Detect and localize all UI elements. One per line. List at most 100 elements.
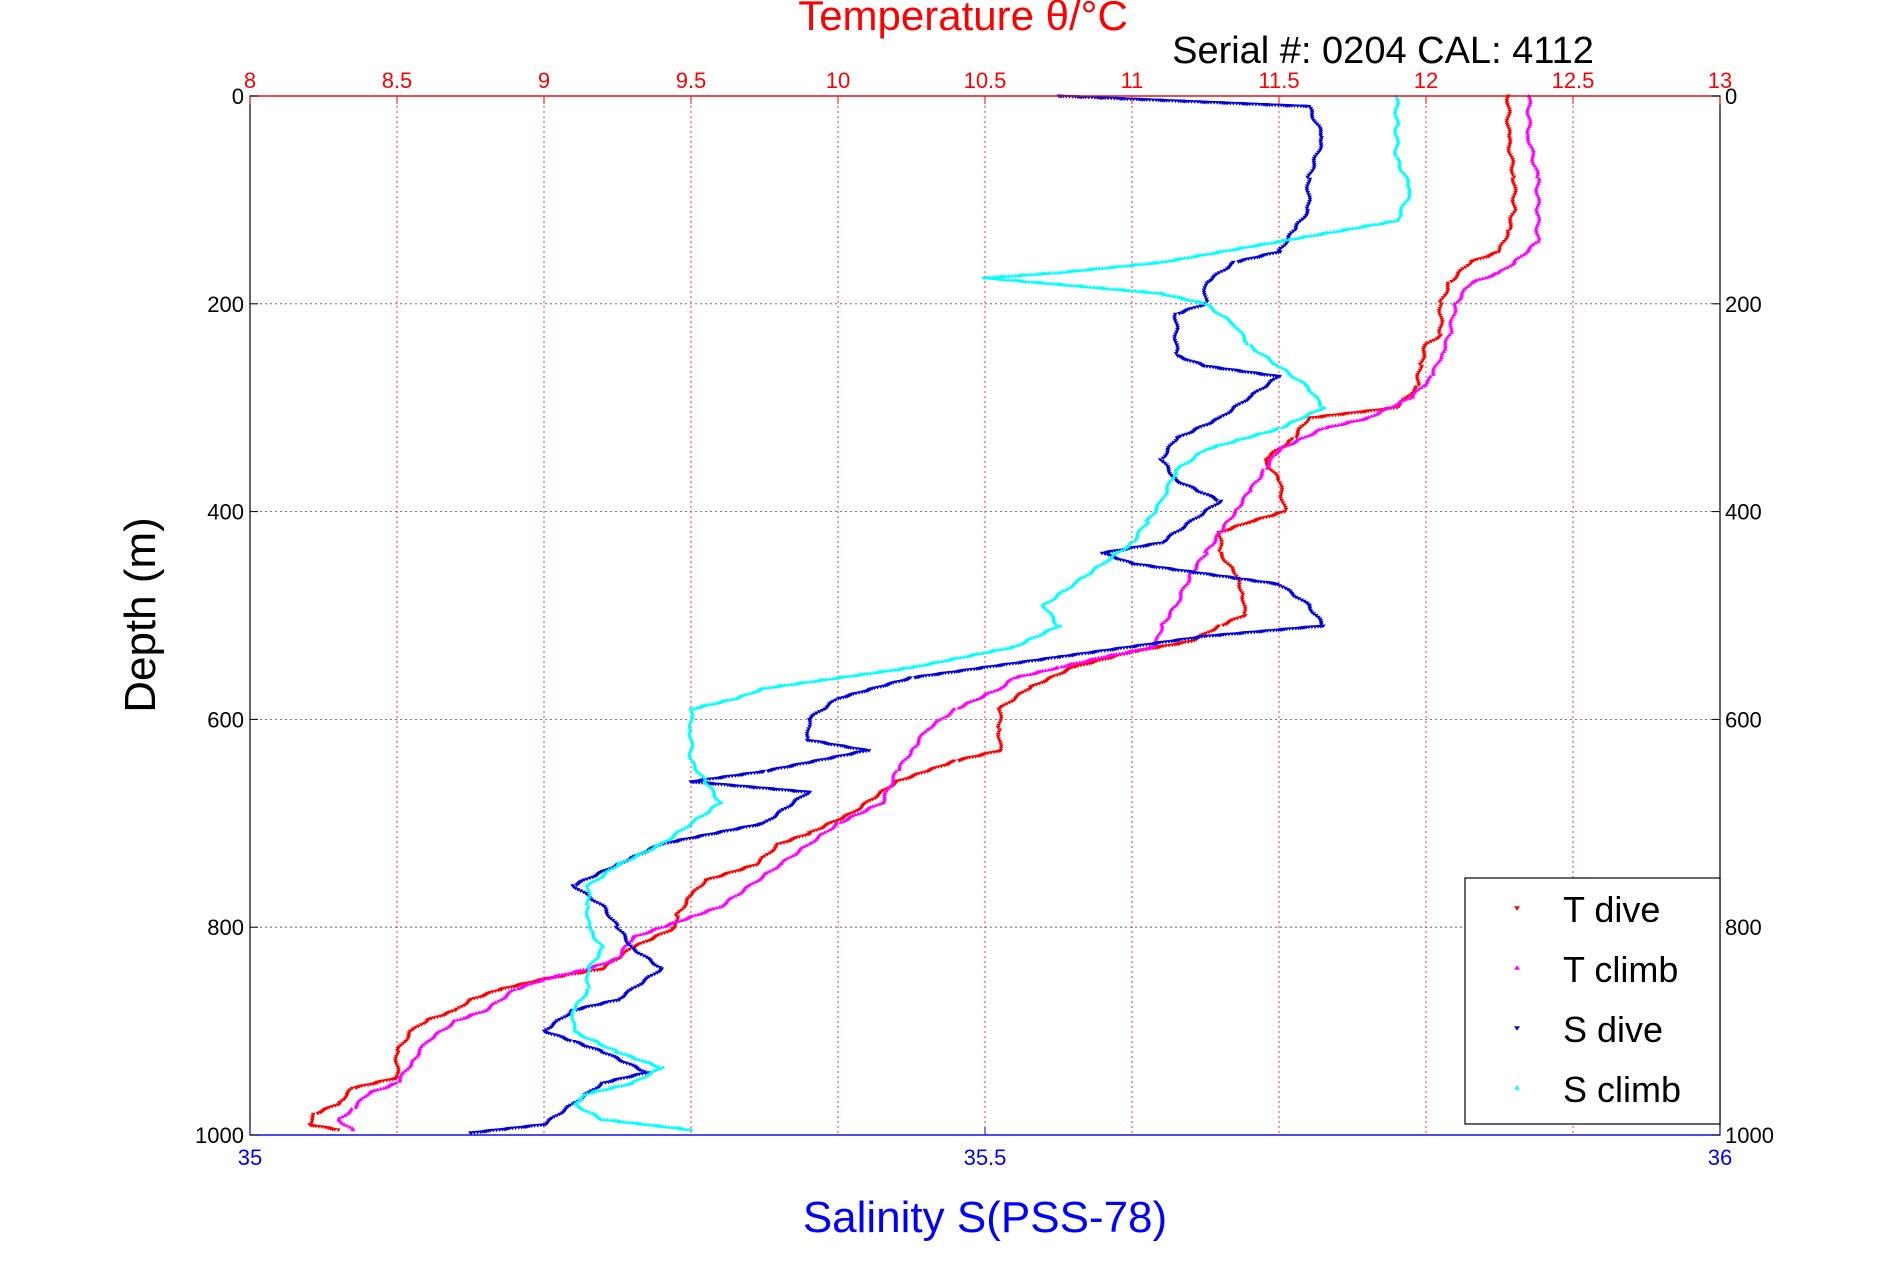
data-point [1535, 194, 1541, 199]
data-point [772, 866, 778, 871]
data-point [1200, 632, 1206, 637]
data-point [574, 883, 580, 887]
data-point [1525, 111, 1530, 115]
data-point [1497, 248, 1502, 252]
data-point [1209, 421, 1215, 425]
data-point [1023, 279, 1029, 283]
data-point [1100, 266, 1105, 270]
data-point [1289, 374, 1295, 378]
data-point [1530, 152, 1536, 157]
data-point [395, 1065, 401, 1070]
data-point [1281, 444, 1287, 448]
data-point [634, 1077, 640, 1082]
data-point [1392, 151, 1398, 156]
data-point [1436, 331, 1442, 335]
data-point [1225, 518, 1231, 522]
data-point [1312, 393, 1318, 398]
data-point [1222, 268, 1228, 273]
data-point [1237, 504, 1243, 508]
data-point [1299, 598, 1304, 603]
data-point [1259, 471, 1265, 475]
data-point [565, 971, 571, 976]
data-point [1201, 424, 1207, 428]
data-point [1210, 542, 1216, 546]
data-point [417, 1046, 423, 1050]
data-point [1245, 490, 1251, 494]
data-point [1536, 237, 1542, 241]
data-point [997, 709, 1002, 714]
data-point [1202, 286, 1208, 290]
data-point [619, 951, 625, 955]
data-point [1510, 173, 1516, 177]
data-point [1007, 701, 1012, 705]
data-point [1129, 288, 1135, 293]
data-point [1521, 252, 1527, 257]
data-point [825, 828, 830, 833]
data-point [395, 1072, 401, 1076]
data-point [1395, 140, 1401, 145]
x-axis-label: Salinity S(PSS-78) [803, 1193, 1167, 1242]
data-point [567, 1103, 573, 1108]
data-point [482, 1008, 488, 1013]
legend-label: S dive [1563, 1009, 1663, 1050]
data-point [1125, 263, 1131, 268]
data-point [1141, 261, 1147, 266]
data-point [1240, 593, 1246, 597]
data-point [1317, 407, 1323, 412]
data-point [1506, 136, 1512, 140]
data-point [1147, 514, 1153, 519]
data-point [999, 647, 1004, 651]
data-point [1241, 332, 1247, 337]
data-point [1312, 154, 1318, 159]
data-point [599, 870, 605, 874]
data-point [997, 721, 1002, 726]
data-point [715, 782, 721, 787]
data-point [675, 915, 681, 919]
data-point [1095, 655, 1101, 660]
legend-marker [1514, 1026, 1520, 1031]
depth-tick-label: 200 [207, 292, 244, 317]
data-point [1198, 556, 1204, 560]
data-point [1135, 531, 1140, 536]
data-point [1375, 221, 1381, 226]
data-point [1510, 179, 1516, 184]
data-point [1281, 503, 1287, 508]
data-point [1042, 606, 1048, 611]
data-point [397, 1077, 403, 1082]
data-point [1533, 190, 1539, 194]
data-point [1268, 240, 1274, 245]
data-point [688, 727, 693, 732]
data-point [1002, 646, 1007, 651]
data-point [1416, 387, 1421, 391]
data-point [1241, 334, 1247, 339]
data-point [679, 918, 684, 922]
data-point [1501, 240, 1507, 244]
data-point [562, 972, 568, 976]
data-point [1184, 581, 1190, 586]
data-point [1217, 547, 1223, 551]
data-point [569, 1010, 575, 1015]
data-point [687, 723, 692, 727]
data-point [1153, 638, 1159, 642]
data-point [1181, 433, 1186, 438]
data-point [1194, 561, 1200, 565]
data-point [829, 676, 835, 681]
data-point [1386, 405, 1392, 410]
data-point [1415, 379, 1421, 383]
depth-tick-label-right: 800 [1725, 915, 1762, 940]
data-point [1159, 623, 1165, 628]
data-point [1536, 217, 1542, 221]
data-point [1169, 293, 1175, 298]
data-point [1065, 283, 1071, 287]
data-point [1508, 221, 1513, 225]
data-point [750, 880, 756, 885]
data-point [1047, 609, 1052, 614]
data-point [1395, 100, 1401, 105]
data-point [1318, 140, 1324, 144]
data-point [495, 999, 501, 1003]
data-point [980, 651, 985, 655]
data-point [1140, 525, 1146, 529]
data-point [583, 1035, 589, 1040]
data-point [1194, 563, 1200, 567]
data-point [586, 925, 592, 929]
